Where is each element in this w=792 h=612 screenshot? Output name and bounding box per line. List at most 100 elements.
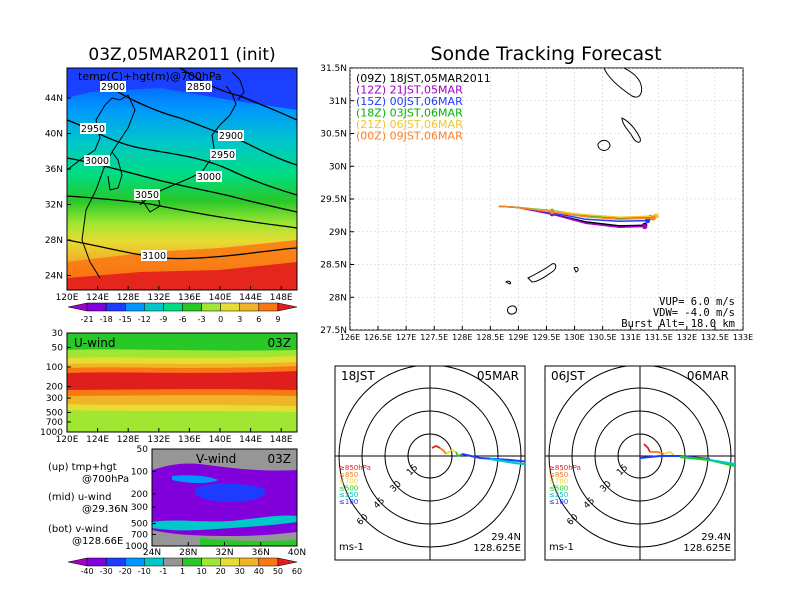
v-p-label: 300 [131,503,148,513]
hodograph-curve [489,457,525,466]
hodograph-level-label: ≤500 [549,484,568,492]
vup-label: VUP= 6.0 m/s [659,296,735,308]
track-lon-label: 133E [733,333,753,342]
track-lon-label: 130.5E [589,333,617,342]
note-mid: (mid) u-wind [48,492,111,503]
colorbar-swatch [67,302,88,312]
track-legend-entry: (18Z) 03JST,06MAR [356,107,463,120]
v-lat-label: 32N [215,548,233,558]
coastline-kyushu [141,195,161,213]
colorbar-swatch [125,302,145,312]
v-p-label: 50 [137,445,149,455]
map-lon-label: 144E [239,293,262,303]
contour-label: 2900 [219,131,243,142]
hodograph-date-right: 06MAR [687,369,729,383]
colorbar-swatch [105,302,126,312]
hodograph-level-label: ≤850 [549,471,568,479]
contour-label: 3000 [197,172,221,183]
map-lon-label: 136E [178,293,201,303]
u-panel-time: 03Z [268,336,292,350]
contour-2900 [99,79,297,166]
colorbar-label: -18 [100,315,113,324]
hodograph-date-right: 05MAR [477,369,519,383]
colorbar-swatch [163,557,183,567]
colorbar-label: 30 [235,567,245,576]
colorbar-label: 50 [273,567,283,576]
map-lon-label: 132E [147,293,170,303]
v-band-green [152,515,297,531]
contour-label: 3100 [142,251,166,262]
hodograph-curve [431,444,441,449]
colorbar-swatch [201,557,221,567]
colorbar-swatch [144,302,164,312]
hodograph-level-label: ≥850hPa [339,464,371,472]
contour-3100 [67,239,297,260]
island-tanegashima [621,117,641,143]
colorbar-swatch [239,302,260,312]
v-lat-label: 36N [252,548,270,558]
colorbar-swatch [105,557,126,567]
track-legend-entry: (00Z) 09JST,06MAR [356,130,463,143]
contour-2850 [179,68,297,121]
v-lat-label: 40N [288,548,306,558]
track-lat-label: 31.5N [320,64,347,74]
u-lon-label: 128E [117,435,140,445]
map-lon-label: 148E [270,293,293,303]
u-band-low [67,417,297,432]
coastline-asia [67,94,136,279]
colorbar-label: 1 [180,567,185,576]
map-lat-label: 40N [45,130,63,140]
colorbar-label: 0 [218,315,223,324]
u-band-60 [67,371,297,390]
colorbar-swatch [163,302,183,312]
u-lon-label: 124E [86,435,109,445]
v-p-label: 1000 [125,542,148,552]
hodograph-curve [709,459,735,466]
colorbar-swatch [258,302,279,312]
hodograph-units: ms-1 [549,542,574,553]
hot-region [67,262,297,290]
map-lat-label: 32N [45,201,63,211]
vdw-label: VDW= -4.0 m/s [653,307,735,319]
hodograph-level-label: ≤250 [339,491,358,499]
track-lon-label: 132.5E [701,333,729,342]
contour-3050 [67,195,297,229]
contour-label: 2950 [81,124,105,135]
coastline-kyushu-south [603,68,643,98]
colorbar-label: 20 [216,567,226,576]
colorbar-label: -30 [100,567,113,576]
v-p-label: 200 [131,490,148,500]
colorbar-swatch [277,557,298,567]
colorbar-label: -1 [159,567,167,576]
hodograph-curve [650,451,665,455]
contour-labels: 2900 2850 2950 2900 2950 3000 3000 3050 … [80,81,244,262]
v-lat-label: 28N [179,548,197,558]
hodograph-curve [643,443,651,453]
track-legend-entry: (21Z) 06JST,06MAR [356,118,463,131]
island-small-1 [573,267,579,273]
track-lon-label: 129E [508,333,528,342]
track-lon-label: 131E [621,333,641,342]
colorbar-swatch [220,302,240,312]
colorbar-label: -10 [138,567,151,576]
track-lon-label: 127E [396,333,416,342]
hodograph-lat: 29.4N [701,532,731,543]
colorbar-label: -20 [119,567,132,576]
hodograph-curve [445,448,457,455]
right-title: Sonde Tracking Forecast [430,43,661,65]
colorbar-swatch [201,302,221,312]
track-lat-label: 30.5N [320,130,347,140]
track-lon-label: 130E [564,333,584,342]
track-lat-label: 29.5N [320,195,347,205]
hodograph-units: ms-1 [339,542,364,553]
wind-colorbar: -40 -30 -20 -10 -1 1 10 20 30 40 50 60 [67,557,302,576]
v-band-lightblue [172,475,218,483]
u-panel-label: U-wind [74,336,115,350]
cold-region [67,68,297,110]
colorbar-label: 6 [256,315,261,324]
note-up: (up) tmp+hgt [48,462,117,473]
hodograph-level-label: ≤850 [339,471,358,479]
hodograph-level-label: ≤500 [339,484,358,492]
hodograph-curves [639,443,735,468]
